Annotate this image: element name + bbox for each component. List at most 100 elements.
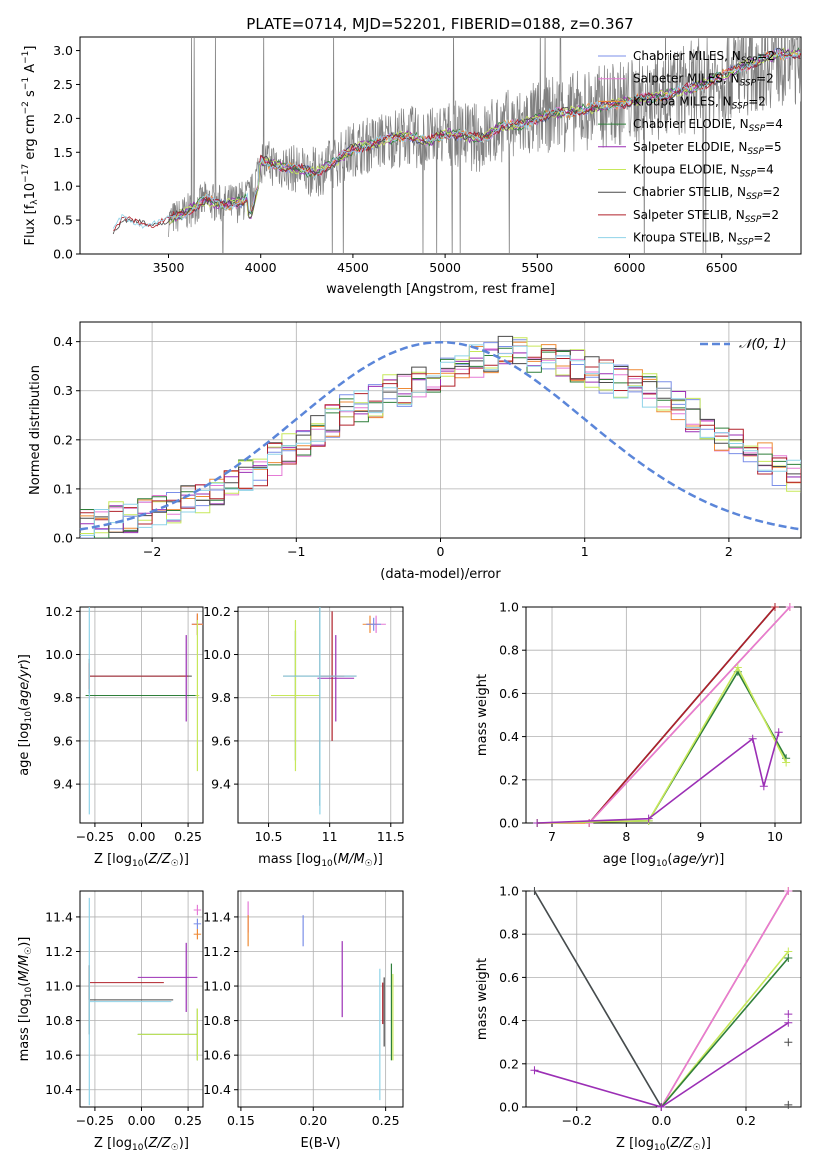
label-part: ☉ [171, 859, 179, 869]
legend-entry: Kroupa MILES, NSSP=2 [633, 94, 766, 111]
x-tick-label: 0.2 [736, 1113, 756, 1128]
label-part: SSP [740, 170, 757, 180]
label-part: =2 [757, 49, 775, 63]
label-part: ☉ [693, 1143, 701, 1153]
x-tick-label: −1 [287, 544, 305, 559]
x-tick-label: 10 [767, 829, 783, 844]
legend-entry: Kroupa ELODIE, NSSP=4 [633, 163, 774, 180]
label-part: ( [143, 852, 148, 867]
y-tick-label: 10.6 [203, 1048, 231, 1063]
label-part: =2 [753, 231, 771, 245]
label-part: A [23, 64, 38, 77]
label-part: M/M [17, 955, 32, 982]
label-part: SSP [737, 238, 754, 248]
point-marker [733, 663, 742, 672]
residuals-axes [80, 322, 801, 539]
x-tick-label: −0.25 [76, 829, 114, 844]
y-tick-label: 9.6 [53, 733, 73, 748]
x-tick-label: 9 [697, 829, 705, 844]
weight-line-salpeter-miles [660, 890, 789, 1108]
mass-weight-vs-Z-frame [525, 890, 802, 1108]
legend-entry: Salpeter MILES, NSSP=2 [633, 72, 774, 89]
label-part: )] [714, 852, 724, 867]
y-tick-label: 1.5 [53, 145, 73, 160]
x-tick-label: 6000 [614, 260, 646, 275]
label-part: )] [17, 937, 32, 947]
label-part: age [log [17, 723, 32, 776]
y-tick-label: 0.5 [53, 213, 73, 228]
y-tick-label: 0.8 [499, 643, 519, 658]
x-tick-label: 0.25 [174, 829, 202, 844]
y-tick-label: 0.2 [499, 1056, 519, 1071]
x-tick-label: 8 [622, 829, 630, 844]
x-axis-label: Z [log10(Z/Z☉)] [94, 1136, 189, 1153]
label-part: =2 [761, 208, 779, 222]
label-part: Salpeter MILES, N [633, 72, 740, 86]
y-tick-label: 1.0 [499, 600, 519, 615]
point-marker [784, 1038, 793, 1047]
label-part: −1 [21, 77, 31, 90]
label-part: age/yr [672, 852, 715, 867]
y-tick-label: 11.0 [45, 979, 73, 994]
weight-line-salpeter-elodie [537, 732, 780, 824]
legend-entry: Chabrier MILES, NSSP=2 [633, 49, 775, 66]
point-marker [530, 1066, 539, 1075]
x-tick-label: 0.20 [299, 1113, 327, 1128]
label-part: s [23, 90, 38, 101]
label-part: SSP [740, 79, 757, 89]
y-axis-label: Normed distribution [28, 365, 43, 495]
x-axis-label: wavelength [Angstrom, rest frame] [326, 282, 555, 297]
y-tick-label: 11.4 [203, 909, 231, 924]
weight-line-chabrier-elodie [537, 670, 787, 824]
x-tick-label: −0.25 [76, 1113, 114, 1128]
y-tick-label: 11.2 [45, 944, 73, 959]
label-part: ( [667, 852, 672, 867]
label-part: Flux [f [23, 204, 38, 245]
x-tick-label: 5500 [521, 260, 553, 275]
mass-weight-vs-age-frame [525, 606, 802, 824]
point-marker [657, 1103, 666, 1111]
point-marker [784, 1018, 793, 1027]
y-tick-label: 1.0 [499, 884, 519, 899]
point-marker [784, 887, 793, 895]
label-part: Kroupa MILES, N [633, 94, 732, 108]
legend-entry: Salpeter ELODIE, NSSP=5 [633, 140, 782, 157]
y-tick-label: 11.2 [203, 944, 231, 959]
label-part: mass [log [258, 852, 321, 867]
point-marker [530, 887, 539, 895]
label-part: =5 [764, 140, 782, 154]
y-tick-label: 0.4 [499, 1013, 519, 1028]
label-part: ☉ [24, 947, 34, 955]
y-tick-label: 9.8 [211, 690, 231, 705]
x-tick-label: 11 [322, 829, 338, 844]
data-spectrum-line [168, 37, 801, 254]
label-part: Salpeter STELIB, N [633, 208, 745, 222]
y-tick-label: 10.8 [45, 1013, 73, 1028]
x-tick-label: 0.00 [128, 1113, 156, 1128]
y-tick-label: 9.8 [53, 690, 73, 705]
x-tick-label: 1 [581, 544, 589, 559]
label-part: age/yr [17, 663, 32, 706]
y-tick-label: 0.6 [499, 970, 519, 985]
x-axis-label: Z [log10(Z/Z☉)] [94, 852, 189, 869]
age-vs-Z-axes [80, 607, 203, 823]
x-tick-label: 0.15 [227, 1113, 255, 1128]
label-part: )] [17, 654, 32, 664]
y-axis-label: mass [log10(M/M☉)] [17, 937, 34, 1062]
label-part: 10 [24, 986, 34, 998]
histogram-chabrier-stelib [80, 335, 801, 533]
label-part: Z/Z [148, 852, 172, 867]
y-tick-label: 9.6 [211, 733, 231, 748]
y-tick-label: 0.0 [53, 247, 73, 262]
x-axis-label: (data-model)/error [380, 567, 501, 582]
x-axis-label: Z [log10(Z/Z☉)] [616, 1136, 711, 1153]
label-part: SSP [741, 56, 758, 66]
weight-line-salpeter-stelib [588, 606, 776, 824]
x-tick-label: −0.2 [562, 1113, 592, 1128]
y-tick-label: 10.8 [203, 1013, 231, 1028]
label-part: −17 [21, 164, 31, 183]
x-tick-label: 4000 [245, 260, 277, 275]
label-part: )] [373, 852, 383, 867]
label-part: SSP [746, 192, 763, 202]
model-line-chabrier-stelib [112, 47, 801, 235]
